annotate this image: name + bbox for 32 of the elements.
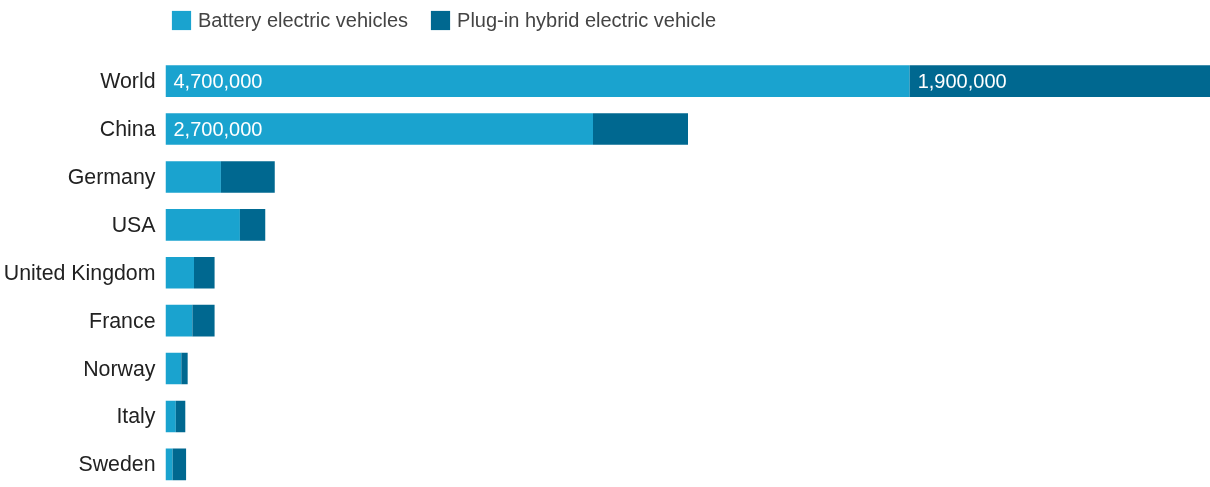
bar <box>165 352 182 385</box>
data-label: 1,900,000 <box>917 70 1007 93</box>
legend-label: Battery electric vehicles <box>198 8 409 32</box>
bar <box>220 161 275 193</box>
bar <box>192 304 215 337</box>
bar <box>165 65 910 97</box>
data-label: 2,700,000 <box>173 118 263 141</box>
y-tick-label: World <box>100 69 156 94</box>
bar <box>175 400 186 433</box>
y-tick-label: Italy <box>116 404 156 429</box>
y-tick-label: Sweden <box>78 452 156 477</box>
bar <box>165 209 240 241</box>
bar <box>181 352 188 385</box>
y-tick-label: Germany <box>67 164 156 189</box>
bar <box>165 304 193 337</box>
y-tick-label: USA <box>111 212 157 237</box>
y-tick-label: France <box>89 308 156 333</box>
bar <box>194 256 215 289</box>
bar <box>239 209 266 241</box>
bar <box>593 113 688 145</box>
bar <box>165 448 173 481</box>
bar <box>165 161 221 193</box>
bar <box>909 65 1210 97</box>
bar <box>165 113 593 145</box>
y-tick-label: United Kingdom <box>3 260 156 285</box>
bar <box>165 256 194 289</box>
bar <box>165 400 176 433</box>
data-label: 4,700,000 <box>173 70 263 93</box>
legend-label: Plug-in hybrid electric vehicle <box>457 8 717 32</box>
y-tick-label: China <box>99 117 156 142</box>
y-tick-label: Norway <box>83 356 156 381</box>
bar <box>172 448 187 481</box>
